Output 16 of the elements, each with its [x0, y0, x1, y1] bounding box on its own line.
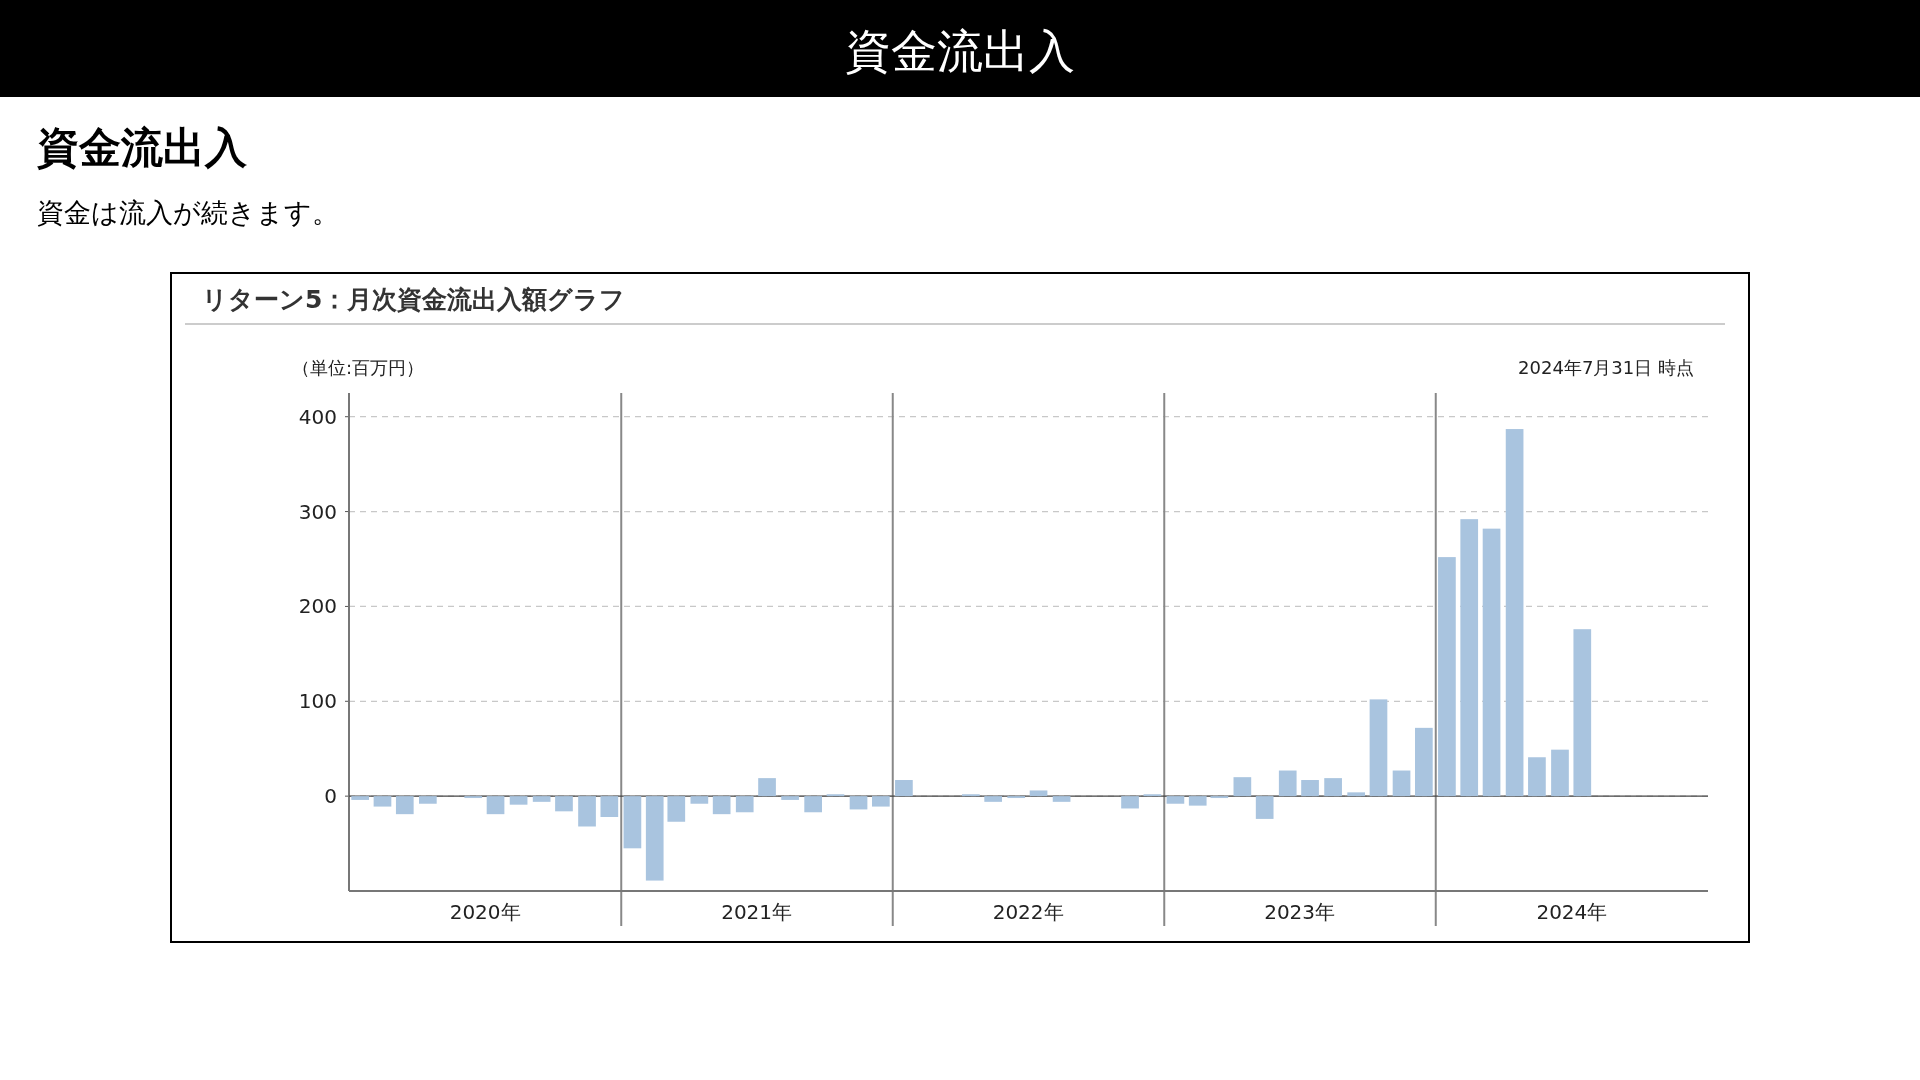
annotation: 2024年7月31日 時点 [1518, 357, 1694, 378]
y-tick-label: 0 [324, 784, 337, 809]
x-tick-label: 2023年 [1264, 900, 1336, 924]
y-tick-label: 400 [298, 404, 337, 429]
y-tick-label: 100 [298, 689, 337, 714]
y-tick-label: 200 [298, 594, 337, 619]
x-tick-label: 2020年 [449, 900, 521, 924]
annotation: リターン5：月次資金流出入額グラフ [202, 285, 626, 314]
annotation: 資金は流入が続きます。 [37, 197, 339, 228]
ylabel: （単位:百万円） [292, 357, 425, 378]
y-tick-label: 300 [298, 499, 337, 524]
subtitle: 資金流出入 [37, 123, 247, 172]
x-tick-label: 2021年 [721, 900, 793, 924]
x-tick-label: 2024年 [1536, 900, 1608, 924]
title: 資金流出入 [845, 24, 1075, 78]
x-tick-label: 2022年 [992, 900, 1064, 924]
